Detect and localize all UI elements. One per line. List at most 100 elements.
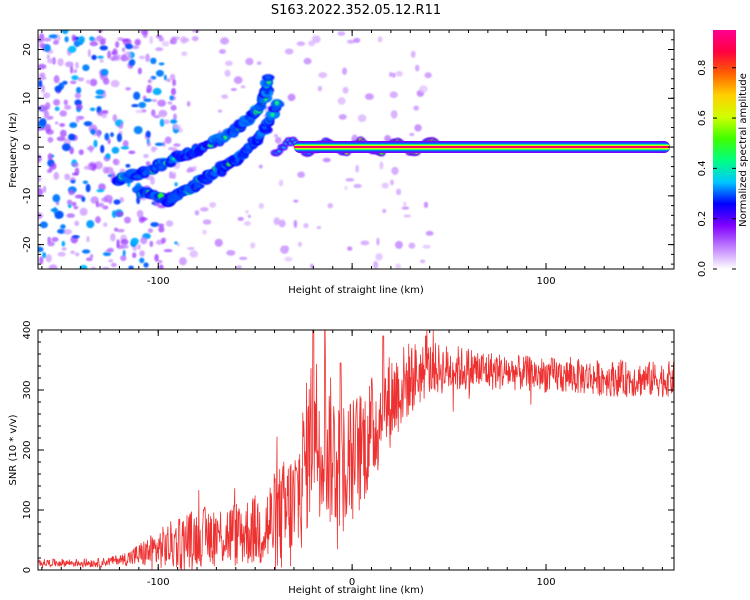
noise-speck <box>74 92 82 99</box>
noise-speck <box>158 36 164 42</box>
noise-speck <box>102 77 110 85</box>
noise-speck <box>59 123 66 127</box>
noise-speck <box>83 121 93 127</box>
noise-speck <box>43 37 52 42</box>
noise-speck <box>382 208 387 213</box>
noise-speck <box>375 253 383 261</box>
noise-speck <box>395 240 403 249</box>
noise-speck <box>419 85 428 93</box>
noise-speck <box>102 222 108 227</box>
noise-speck <box>96 202 105 208</box>
noise-speck <box>57 251 66 257</box>
noise-speck <box>69 65 74 74</box>
noise-speck <box>70 179 76 184</box>
noise-speck <box>125 43 133 50</box>
noise-speck <box>284 256 293 262</box>
noise-speck <box>83 165 93 170</box>
noise-speck <box>51 236 59 242</box>
noise-speck <box>89 78 98 87</box>
lower-branch-core <box>274 100 280 106</box>
noise-speck <box>274 136 282 144</box>
noise-speck <box>373 260 379 269</box>
noise-speck <box>59 110 68 117</box>
noise-speck <box>414 124 422 132</box>
noise-speck <box>46 58 55 64</box>
noise-speck <box>48 264 58 269</box>
noise-speck <box>47 241 55 247</box>
noise-speck <box>342 67 348 75</box>
noise-speck <box>337 97 346 105</box>
noise-speck <box>169 73 176 81</box>
noise-speck <box>172 124 182 130</box>
colorbar: 0.0 0.2 0.4 0.6 0.8 Normalized spectral ampl… <box>697 30 749 277</box>
noise-speck <box>413 105 420 111</box>
spectrogram-y-tick-label: -10 <box>22 188 33 204</box>
noise-speck <box>42 252 47 259</box>
noise-speck <box>116 239 120 248</box>
snr-x-tick-label: -100 <box>147 577 170 588</box>
noise-speck <box>73 69 78 74</box>
noise-speck <box>120 238 129 246</box>
noise-speck <box>60 224 66 230</box>
noise-speck <box>147 228 154 234</box>
noise-speck <box>230 87 237 92</box>
noise-speck <box>64 36 69 43</box>
noise-speck <box>154 142 164 146</box>
noise-speck <box>186 101 191 107</box>
noise-speck <box>54 121 59 125</box>
noise-speck <box>152 87 162 96</box>
noise-speck <box>179 257 187 266</box>
noise-speck <box>131 45 140 50</box>
snr-y-tick-label: 400 <box>22 320 33 339</box>
noise-speck <box>189 250 199 258</box>
noise-speck <box>214 238 223 247</box>
noise-speck <box>104 132 110 141</box>
noise-speck <box>39 256 44 265</box>
noise-speck <box>47 169 51 174</box>
noise-speck <box>140 236 148 245</box>
noise-speck <box>174 241 178 245</box>
noise-speck <box>68 45 77 53</box>
noise-speck <box>71 75 79 81</box>
noise-speck <box>158 109 168 118</box>
noise-speck <box>134 38 141 46</box>
noise-speck <box>322 157 331 163</box>
noise-speck <box>293 219 298 229</box>
noise-speck <box>61 240 66 247</box>
noise-speck <box>111 146 120 154</box>
noise-speck <box>57 228 66 234</box>
noise-speck <box>409 132 415 137</box>
noise-speck <box>56 136 66 142</box>
noise-speck <box>71 172 78 176</box>
noise-speck <box>220 37 230 45</box>
colorbar-ticks: 0.0 0.2 0.4 0.6 0.8 <box>697 60 736 277</box>
noise-speck <box>236 265 242 269</box>
noise-speck <box>101 38 107 42</box>
noise-speck <box>110 132 114 138</box>
noise-speck <box>128 265 134 269</box>
snr-y-tick-label: 200 <box>22 440 33 459</box>
noise-speck <box>170 119 178 124</box>
noise-speck <box>170 87 177 96</box>
noise-speck <box>38 76 47 81</box>
noise-speck <box>62 80 68 85</box>
noise-speck <box>181 37 190 43</box>
noise-speck <box>98 183 106 191</box>
noise-speck <box>61 247 67 251</box>
noise-speck <box>70 80 77 85</box>
noise-speck <box>100 68 109 76</box>
noise-speck <box>59 129 67 138</box>
noise-speck <box>90 254 94 259</box>
noise-speck <box>159 118 165 127</box>
noise-speck <box>155 69 164 77</box>
noise-speck <box>258 164 263 169</box>
noise-speck <box>90 266 97 269</box>
noise-speck <box>47 153 53 161</box>
noise-speck <box>119 196 125 203</box>
noise-speck <box>389 91 398 99</box>
noise-speck <box>419 259 426 264</box>
noise-speck <box>161 40 170 47</box>
noise-speck <box>164 136 172 144</box>
